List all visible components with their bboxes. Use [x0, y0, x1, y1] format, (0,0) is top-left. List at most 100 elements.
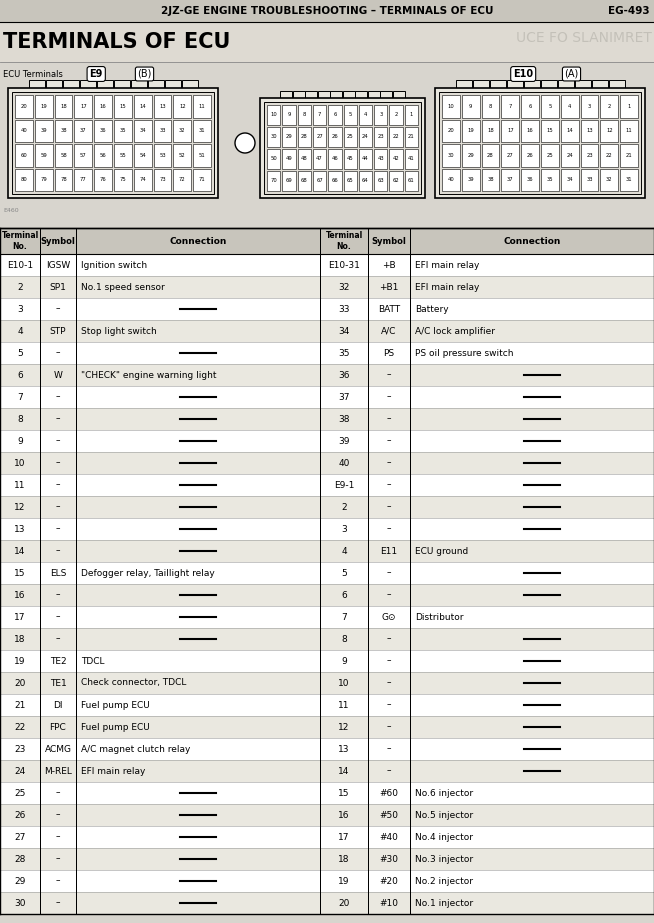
- Text: –: –: [387, 723, 391, 732]
- Bar: [75, 119, 92, 142]
- Text: 6: 6: [17, 370, 23, 379]
- Bar: [541, 95, 559, 117]
- Text: No.1 injector: No.1 injector: [415, 898, 473, 907]
- Text: 62: 62: [392, 178, 400, 184]
- Text: EG-493: EG-493: [608, 6, 650, 16]
- Bar: [620, 119, 638, 142]
- Text: 20: 20: [338, 898, 350, 907]
- Bar: [114, 144, 132, 166]
- Bar: [298, 127, 311, 147]
- Text: #60: #60: [379, 788, 398, 797]
- Text: 58: 58: [60, 152, 67, 158]
- Text: 16: 16: [526, 128, 534, 133]
- Bar: [328, 105, 341, 125]
- Bar: [114, 119, 132, 142]
- Text: 23: 23: [586, 152, 593, 158]
- Text: 30: 30: [447, 152, 455, 158]
- Text: FPC: FPC: [50, 723, 66, 732]
- Text: –: –: [56, 833, 60, 842]
- Text: EFI main relay: EFI main relay: [415, 282, 479, 292]
- Text: 12: 12: [14, 502, 26, 511]
- Bar: [343, 105, 357, 125]
- Bar: [293, 91, 305, 98]
- Bar: [380, 91, 392, 98]
- Text: #40: #40: [379, 833, 398, 842]
- Text: 18: 18: [487, 128, 494, 133]
- Text: 20: 20: [14, 678, 26, 688]
- Bar: [283, 149, 296, 169]
- Bar: [148, 80, 164, 88]
- Text: 19: 19: [338, 877, 350, 885]
- Text: 13: 13: [14, 524, 26, 533]
- Text: PS: PS: [383, 349, 394, 357]
- Bar: [0, 228, 654, 914]
- Bar: [193, 144, 211, 166]
- Bar: [560, 95, 579, 117]
- Bar: [393, 91, 405, 98]
- Bar: [94, 144, 112, 166]
- Bar: [165, 80, 181, 88]
- Text: No.3 injector: No.3 injector: [415, 855, 473, 864]
- Bar: [0, 760, 654, 782]
- Bar: [359, 105, 372, 125]
- Text: 11: 11: [14, 481, 26, 489]
- Text: 24: 24: [362, 135, 369, 139]
- Text: 44: 44: [362, 157, 369, 162]
- Text: 19: 19: [468, 128, 474, 133]
- Text: 2: 2: [608, 103, 611, 109]
- Text: "CHECK" engine warning light: "CHECK" engine warning light: [81, 370, 216, 379]
- Bar: [114, 169, 132, 191]
- Text: 33: 33: [586, 177, 593, 182]
- Bar: [94, 119, 112, 142]
- Text: TERMINALS OF ECU: TERMINALS OF ECU: [3, 32, 230, 52]
- Text: 27: 27: [507, 152, 513, 158]
- Text: 39: 39: [338, 437, 350, 446]
- Text: 25: 25: [14, 788, 26, 797]
- Text: –: –: [56, 898, 60, 907]
- Text: 2: 2: [17, 282, 23, 292]
- Bar: [359, 171, 372, 191]
- Text: 36: 36: [526, 177, 534, 182]
- Bar: [462, 144, 479, 166]
- Text: 34: 34: [338, 327, 350, 335]
- Text: 17: 17: [507, 128, 513, 133]
- Bar: [193, 169, 211, 191]
- Bar: [173, 169, 191, 191]
- Bar: [131, 80, 146, 88]
- Text: –: –: [387, 481, 391, 489]
- Bar: [173, 144, 191, 166]
- Bar: [35, 119, 52, 142]
- Text: No.6 injector: No.6 injector: [415, 788, 473, 797]
- Text: 9: 9: [17, 437, 23, 446]
- Text: –: –: [56, 459, 60, 468]
- Text: –: –: [387, 745, 391, 753]
- Bar: [283, 105, 296, 125]
- Bar: [154, 169, 171, 191]
- Text: #50: #50: [379, 810, 398, 820]
- Text: 10: 10: [270, 113, 277, 117]
- Bar: [0, 584, 654, 606]
- Text: E460: E460: [3, 208, 18, 213]
- Text: 3: 3: [17, 305, 23, 314]
- Text: 38: 38: [338, 414, 350, 424]
- Text: 73: 73: [159, 177, 166, 182]
- Text: Distributor: Distributor: [415, 613, 464, 621]
- Text: E9: E9: [90, 69, 103, 79]
- Text: 40: 40: [447, 177, 455, 182]
- Bar: [591, 80, 608, 88]
- Text: 8: 8: [489, 103, 492, 109]
- Bar: [581, 169, 598, 191]
- Text: BATT: BATT: [378, 305, 400, 314]
- Circle shape: [235, 133, 255, 153]
- Bar: [283, 171, 296, 191]
- Bar: [481, 144, 500, 166]
- Bar: [0, 804, 654, 826]
- Text: 22: 22: [14, 723, 26, 732]
- Text: 8: 8: [341, 634, 347, 643]
- Text: 66: 66: [332, 178, 338, 184]
- Bar: [502, 144, 519, 166]
- Text: –: –: [387, 656, 391, 665]
- Text: 23: 23: [377, 135, 384, 139]
- Text: 68: 68: [301, 178, 307, 184]
- Text: –: –: [387, 766, 391, 775]
